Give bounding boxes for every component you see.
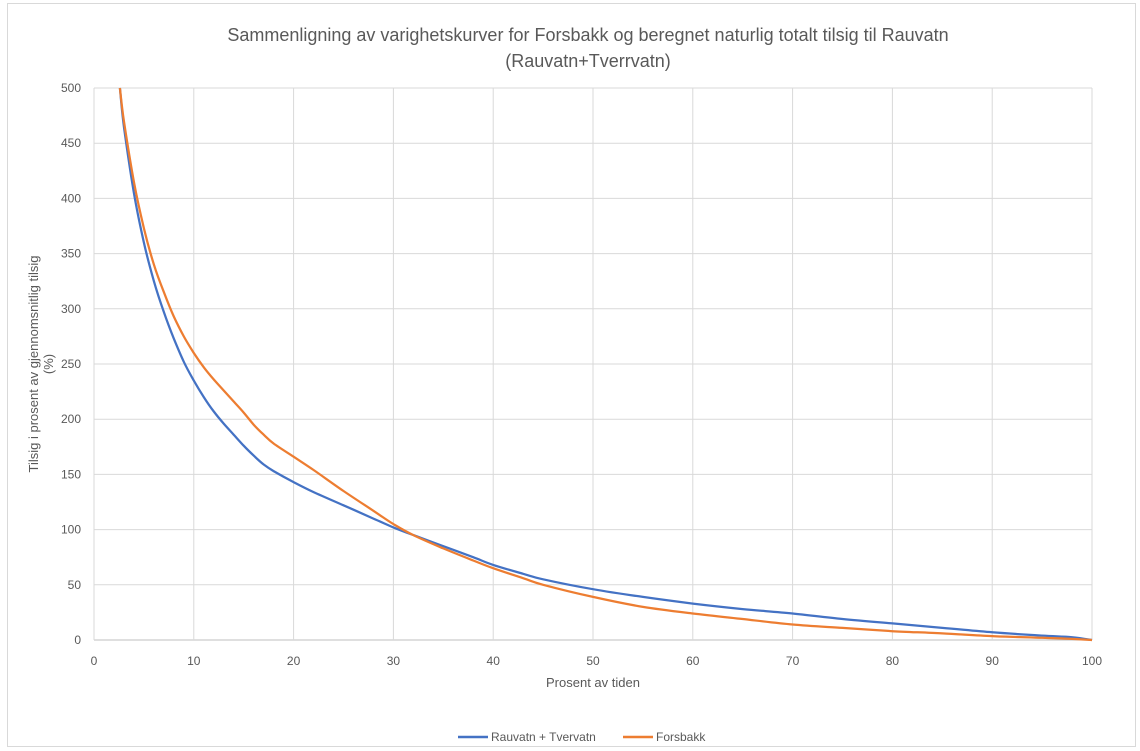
x-axis-tick-labels: 0 10 20 30 40 50 60 70 80 90 100 <box>91 654 1103 668</box>
y-tick-label: 400 <box>61 191 81 205</box>
legend: Rauvatn + Tvervatn Forsbakk <box>458 730 706 744</box>
y-tick-label: 450 <box>61 136 81 150</box>
series-line-rauvatn-tvervatn <box>118 87 1093 642</box>
gridlines <box>93 87 1093 641</box>
x-tick-label: 60 <box>686 654 700 668</box>
x-tick-label: 10 <box>187 654 201 668</box>
x-tick-label: 0 <box>91 654 98 668</box>
x-tick-label: 30 <box>387 654 401 668</box>
y-tick-label: 300 <box>61 302 81 316</box>
x-tick-label: 50 <box>586 654 600 668</box>
x-axis-title: Prosent av tiden <box>546 675 640 690</box>
x-tick-label: 80 <box>886 654 900 668</box>
y-tick-label: 250 <box>61 357 81 371</box>
x-tick-label: 70 <box>786 654 800 668</box>
x-tick-label: 20 <box>287 654 301 668</box>
legend-label-forsbakk: Forsbakk <box>656 730 706 744</box>
y-axis-title-line1: Tilsig i prosent av gjennomsnitlig tilsi… <box>26 255 41 472</box>
y-axis-tick-labels: 0 50 100 150 200 250 300 350 400 450 500 <box>61 81 81 647</box>
y-tick-label: 200 <box>61 412 81 426</box>
x-tick-label: 90 <box>986 654 1000 668</box>
series-line-forsbakk <box>118 87 1093 642</box>
y-axis-title-line2: (%) <box>41 354 56 374</box>
y-tick-label: 500 <box>61 81 81 95</box>
x-tick-label: 40 <box>487 654 501 668</box>
x-tick-label: 100 <box>1082 654 1102 668</box>
y-tick-label: 50 <box>68 578 82 592</box>
chart-frame <box>7 3 1136 747</box>
series-lines <box>118 87 1093 642</box>
y-tick-label: 0 <box>74 633 81 647</box>
y-tick-label: 350 <box>61 247 81 261</box>
chart-title-line2: (Rauvatn+Tverrvatn) <box>505 51 671 71</box>
legend-label-rauvatn: Rauvatn + Tvervatn <box>491 730 596 744</box>
chart-title-line1: Sammenligning av varighetskurver for For… <box>227 25 948 45</box>
y-tick-label: 100 <box>61 523 81 537</box>
y-tick-label: 150 <box>61 467 81 481</box>
